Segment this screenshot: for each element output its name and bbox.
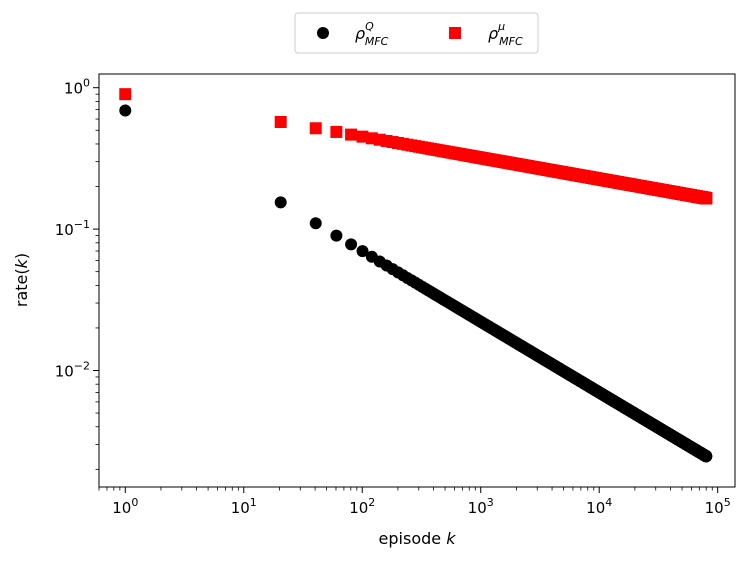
data-point [356,245,369,258]
data-point [345,128,358,141]
legend-marker-series-2 [449,27,461,39]
legend: ρQ MFC ρμ MFC [294,12,539,54]
data-point [330,125,343,138]
data-point [330,229,343,242]
data-point [700,450,713,463]
legend-label-series-1: ρQ MFC [355,20,389,48]
legend-frame [294,12,539,54]
data-point [309,217,322,230]
series-rho-q [119,104,713,463]
data-point [274,115,287,128]
data-point [309,122,322,135]
data-point [119,104,132,117]
data-point [274,196,287,209]
series-rho-mu [119,88,713,205]
data-point [345,238,358,251]
data-point [119,88,132,101]
legend-label-series-2: ρμ MFC [488,20,523,48]
legend-marker-series-1 [317,27,329,39]
